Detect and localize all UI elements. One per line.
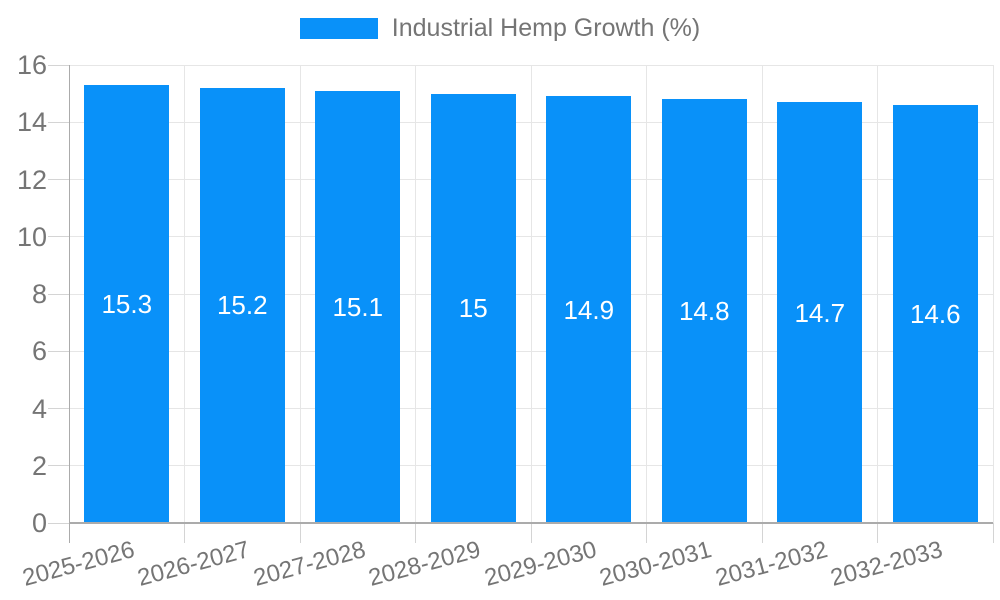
x-tick xyxy=(184,523,185,543)
y-tick xyxy=(48,236,69,238)
y-axis-label: 4 xyxy=(31,393,47,424)
y-tick xyxy=(48,465,69,467)
bar-2030-2031[interactable] xyxy=(661,99,747,522)
bar-value-label: 14.6 xyxy=(909,299,961,330)
y-tick xyxy=(48,522,69,524)
y-tick xyxy=(48,121,69,123)
x-axis-label: 2031-2032 xyxy=(712,536,831,592)
x-axis-line xyxy=(69,522,993,524)
x-tick xyxy=(68,523,70,543)
bar-value-label: 15.2 xyxy=(216,290,268,321)
x-gridline xyxy=(877,65,878,523)
x-tick xyxy=(761,523,763,543)
x-gridline xyxy=(761,65,763,523)
x-gridline xyxy=(415,65,416,523)
x-tick xyxy=(530,523,532,543)
y-axis-label: 16 xyxy=(16,50,47,80)
x-gridline xyxy=(184,65,185,523)
x-tick xyxy=(877,523,878,543)
x-tick xyxy=(415,523,416,543)
bar-value-label: 14.9 xyxy=(563,294,615,325)
x-tick xyxy=(646,523,647,543)
legend-swatch xyxy=(299,18,378,39)
y-tick xyxy=(48,293,69,295)
y-axis-line xyxy=(68,65,70,523)
y-axis-label: 10 xyxy=(16,221,47,252)
x-gridline xyxy=(530,65,532,523)
bar-2025-2026[interactable] xyxy=(84,85,170,522)
bar-value-label: 14.7 xyxy=(794,297,846,328)
x-tick xyxy=(992,523,994,543)
bar-2026-2027[interactable] xyxy=(199,87,285,522)
bar-2029-2030[interactable] xyxy=(546,96,632,522)
y-tick xyxy=(48,64,69,66)
x-axis-label: 2028-2029 xyxy=(366,536,484,592)
bar-2027-2028[interactable] xyxy=(315,90,401,522)
y-axis-label: 2 xyxy=(31,450,47,481)
bar-value-label: 15.1 xyxy=(332,291,384,322)
x-axis-label: 2032-2033 xyxy=(828,536,946,592)
bar-value-label: 15.3 xyxy=(101,289,153,320)
bar-2028-2029[interactable] xyxy=(430,93,516,522)
y-tick xyxy=(48,179,69,180)
y-axis-label: 14 xyxy=(16,107,47,138)
bar-2031-2032[interactable] xyxy=(777,102,863,522)
y-axis-label: 12 xyxy=(16,164,47,195)
bar-value-label: 14.8 xyxy=(678,296,730,327)
bar-value-label: 15 xyxy=(458,293,488,324)
x-gridline xyxy=(646,65,647,523)
y-axis-label: 0 xyxy=(31,508,47,538)
x-tick xyxy=(299,523,301,543)
x-axis-label: 2025-2026 xyxy=(19,536,138,592)
y-tick xyxy=(48,408,69,409)
legend-label: Industrial Hemp Growth (%) xyxy=(391,14,701,42)
bar-2032-2033[interactable] xyxy=(892,105,978,522)
x-axis-label: 2030-2031 xyxy=(597,536,715,592)
x-gridline xyxy=(299,65,301,523)
y-axis-label: 6 xyxy=(31,336,47,367)
y-axis-label: 8 xyxy=(31,279,47,309)
x-axis-label: 2029-2030 xyxy=(481,536,600,592)
legend[interactable]: Industrial Hemp Growth (%) xyxy=(0,14,1000,43)
y-tick xyxy=(48,350,69,352)
x-axis-label: 2026-2027 xyxy=(135,536,253,592)
x-axis-label: 2027-2028 xyxy=(250,536,369,592)
x-gridline xyxy=(992,65,994,523)
